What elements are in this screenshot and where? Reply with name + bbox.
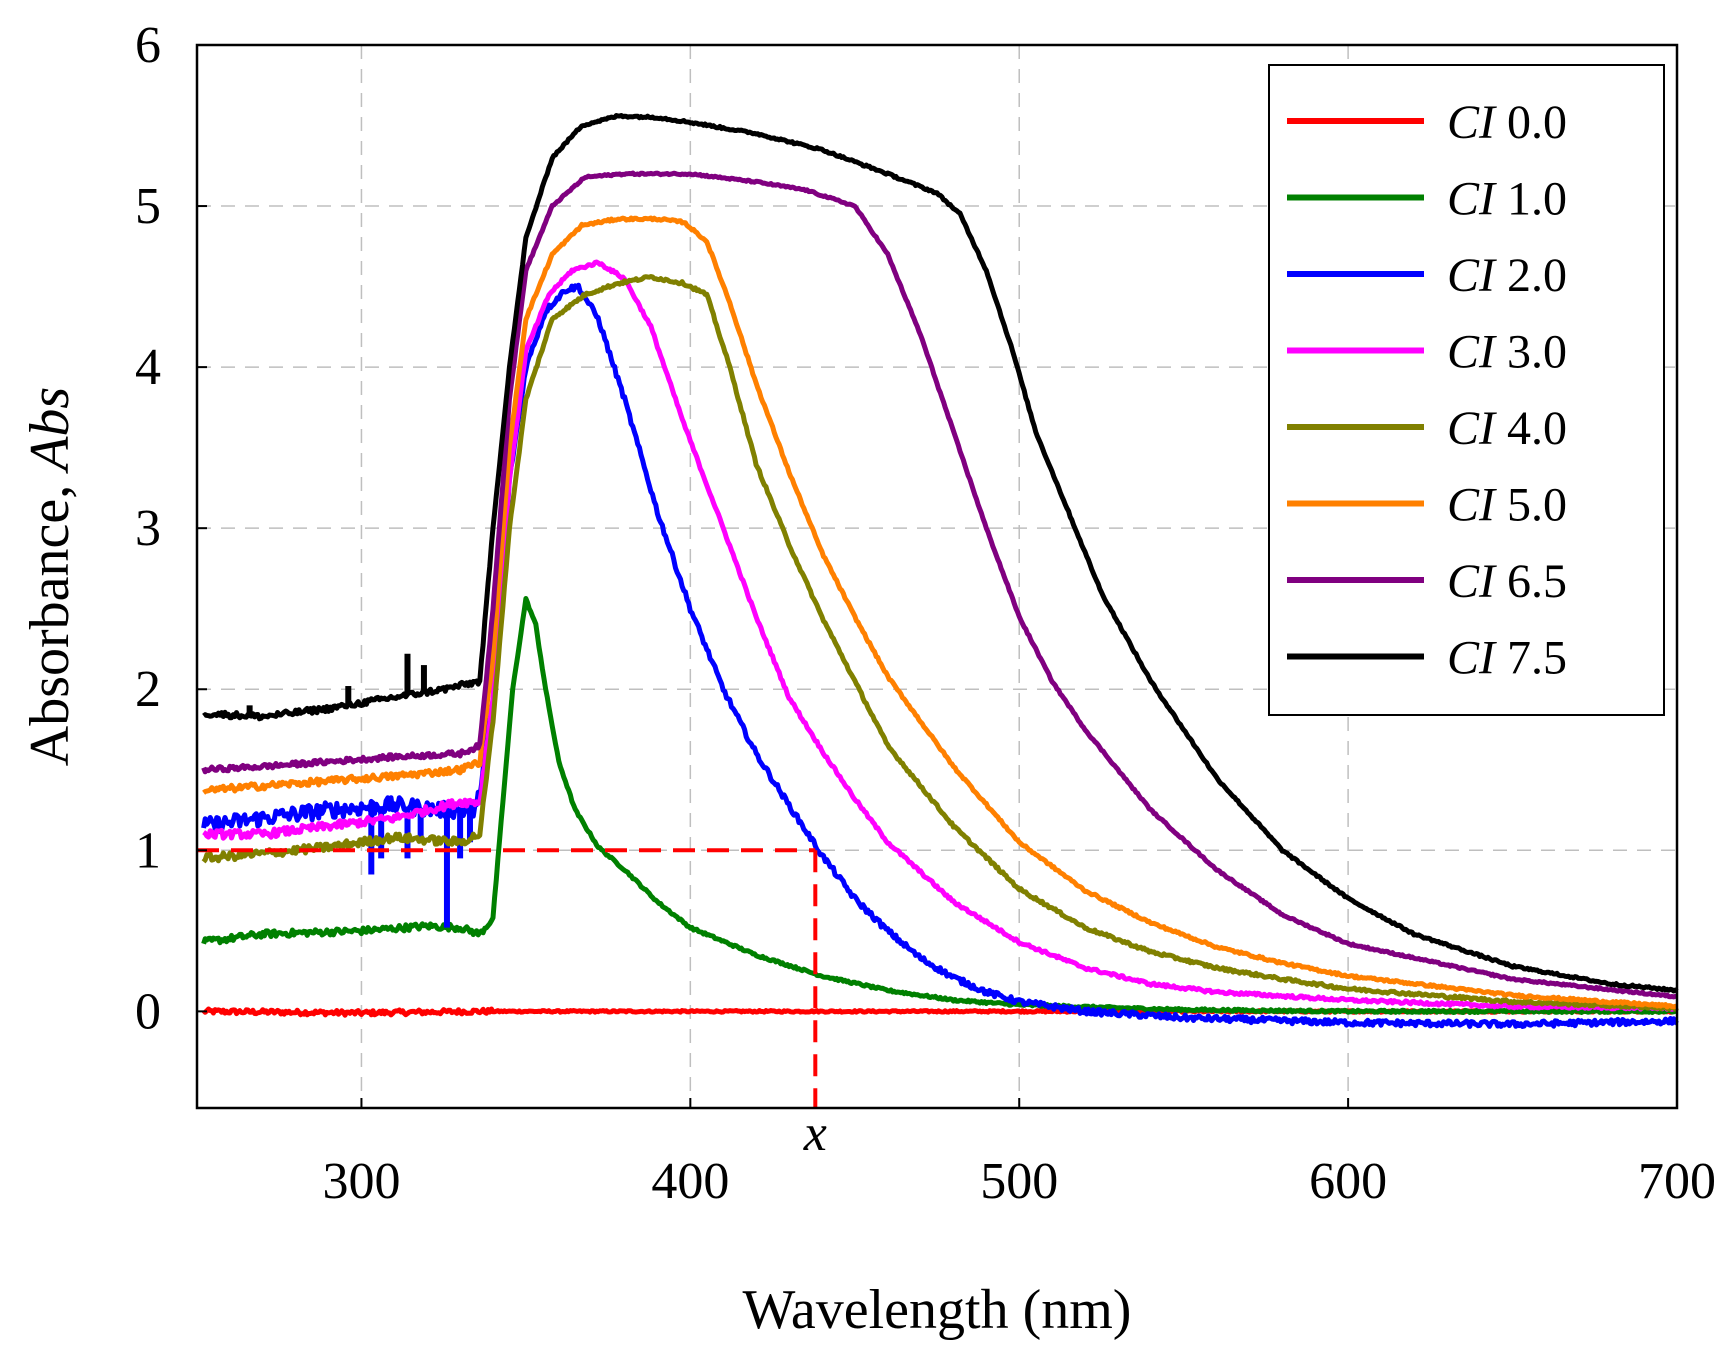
legend-label-0: CI 0.0	[1447, 96, 1567, 149]
x-tick-label: 700	[1638, 1153, 1716, 1210]
series-line-1	[201, 596, 1679, 1015]
legend-label-1: CI 1.0	[1447, 173, 1567, 226]
y-tick-label: 4	[135, 339, 161, 396]
x-tick-label: 600	[1309, 1153, 1387, 1210]
y-tick-label: 3	[135, 500, 161, 557]
legend-label-3: CI 3.0	[1447, 326, 1567, 379]
y-axis-title-prefix: Absorbance,	[19, 471, 81, 766]
x-tick-label: 500	[980, 1153, 1058, 1210]
y-tick-label: 0	[135, 983, 161, 1040]
x-axis-title: Wavelength (nm)	[743, 1279, 1132, 1341]
y-tick-label: 5	[135, 178, 161, 235]
y-axis-title: Absorbance, Abs	[19, 387, 81, 766]
legend-label-7: CI 7.5	[1447, 632, 1567, 685]
series-line-7	[202, 113, 1679, 994]
legend-label-2: CI 2.0	[1447, 249, 1567, 302]
plot-frame	[195, 43, 1679, 1110]
series-line-5	[202, 215, 1678, 1010]
x-tick-label: 400	[651, 1153, 729, 1210]
series-line-4	[201, 274, 1679, 1012]
legend: CI 0.0 CI 1.0 CI 2.0 CI 3.0 CI 4.0 CI 5.0 CI 6…	[1268, 64, 1665, 716]
y-tick-label: 2	[135, 661, 161, 718]
y-axis-title-italic: Abs	[19, 387, 81, 475]
annotation: x	[197, 848, 827, 1162]
axis-ticks: 300 400 500 600 700 0 1 2 3 4 5 6	[135, 17, 1716, 1210]
legend-label-5: CI 5.0	[1447, 479, 1567, 532]
legend-label-4: CI 4.0	[1447, 402, 1567, 455]
y-tick-label: 1	[135, 822, 161, 879]
legend-label-6: CI 6.5	[1447, 555, 1567, 608]
legend-box	[1268, 64, 1665, 716]
annotation-label: x	[803, 1105, 827, 1162]
data-series	[201, 113, 1679, 1029]
series-line-6	[201, 170, 1678, 1000]
series-line-3	[202, 259, 1678, 1012]
x-tick-label: 300	[322, 1153, 400, 1210]
y-tick-label: 6	[135, 17, 161, 74]
